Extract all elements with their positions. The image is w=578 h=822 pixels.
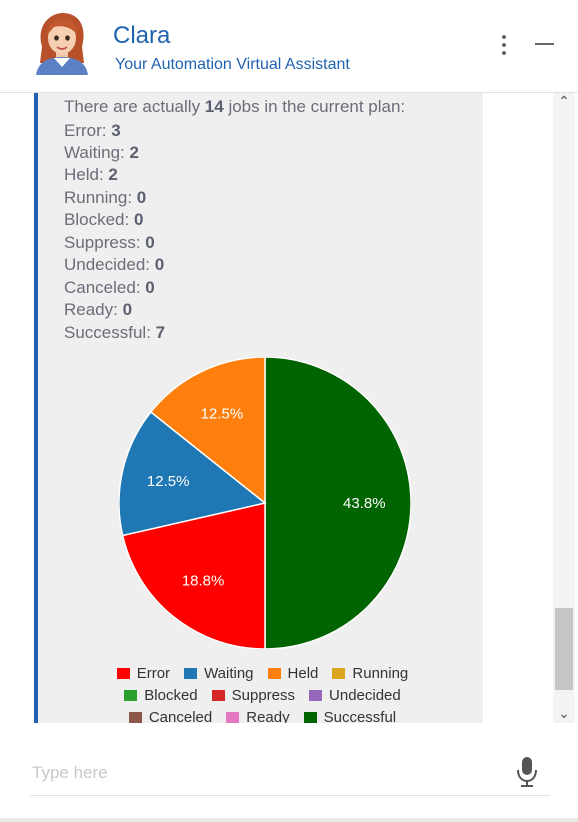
pie-slice-waiting [119,410,267,537]
legend-label: Canceled [148,709,213,723]
legend-item-held[interactable]: Held [267,665,319,682]
stat-label: Running: [64,188,137,207]
stat-label: Suppress: [64,233,146,252]
pie-slice-held [149,357,266,505]
chat-scrollbar[interactable]: ⌃ ⌄ [553,93,575,723]
stat-ready: Ready: 0 [64,299,132,321]
legend-item-successful[interactable]: Successful [303,709,397,723]
kebab-menu-icon[interactable] [496,32,512,58]
pie-label-successful: 43.8% [343,495,386,512]
legend-swatch [303,711,317,723]
stat-label: Error: [64,121,112,140]
legend-swatch [184,667,198,679]
stat-value: 0 [133,210,144,229]
legend-label: Successful [323,709,397,723]
legend-item-canceled[interactable]: Canceled [128,709,213,723]
stat-suppress: Suppress: 0 [64,232,155,254]
input-underline [30,795,550,796]
pie-label-held: 12.5% [201,406,244,423]
legend-swatch [226,711,240,723]
stat-value: 7 [155,323,166,342]
pie-label-waiting: 12.5% [147,473,190,490]
legend-swatch [309,689,323,701]
intro-prefix: There are actually [64,97,205,116]
legend-label: Suppress [231,687,296,704]
stat-waiting: Waiting: 2 [64,142,139,164]
pie-label-error: 18.8% [182,573,225,590]
job-summary-text: There are actually 14 jobs in the curren… [64,97,405,117]
chevron-up-icon[interactable]: ⌃ [558,93,570,109]
scroll-thumb[interactable] [555,608,573,690]
legend-item-undecided[interactable]: Undecided [309,687,401,704]
total-jobs-count: 14 [204,97,224,116]
legend-swatch [124,689,138,701]
stat-label: Held: [64,165,109,184]
stat-label: Undecided: [64,255,155,274]
legend-label: Ready [246,709,290,723]
stat-value: 2 [129,143,139,162]
message-input[interactable] [30,750,504,796]
window-bottom-edge [0,818,578,822]
assistant-subtitle: Your Automation Virtual Assistant [115,56,350,73]
chat-header: Clara Your Automation Virtual Assistant [0,0,578,93]
legend-item-error[interactable]: Error [116,665,171,682]
job-status-pie-chart: 43.8% 18.8% 12.5% 12.5% [119,357,411,649]
legend-label: Error [136,665,171,682]
pie-slice-error [121,502,266,649]
stat-label: Canceled: [64,278,146,297]
legend-item-suppress[interactable]: Suppress [211,687,296,704]
stat-value: 2 [108,165,118,184]
assistant-avatar [36,13,88,75]
assistant-name: Clara [113,22,171,49]
microphone-icon[interactable] [516,756,538,788]
stat-successful: Successful: 7 [64,322,165,344]
legend-row: Canceled Ready Successful [38,709,487,723]
stat-undecided: Undecided: 0 [64,254,164,276]
stat-value: 0 [145,278,155,297]
legend-item-waiting[interactable]: Waiting [184,665,254,682]
legend-row: Blocked Suppress Undecided [38,687,487,704]
legend-row: Error Waiting Held Running [38,665,487,682]
chevron-down-icon[interactable]: ⌄ [558,705,570,721]
legend-swatch [128,711,142,723]
legend-swatch [116,667,130,679]
stat-blocked: Blocked: 0 [64,209,143,231]
assistant-message: There are actually 14 jobs in the curren… [34,93,483,723]
legend-label: Held [287,665,319,682]
stat-label: Blocked: [64,210,134,229]
legend-swatch [332,667,346,679]
legend-label: Blocked [144,687,198,704]
stat-canceled: Canceled: 0 [64,277,155,299]
legend-label: Running [352,665,409,682]
stat-value: 3 [111,121,121,140]
legend-swatch [211,689,225,701]
stat-value: 0 [145,233,155,252]
intro-suffix: jobs in the current plan: [223,97,406,116]
chat-messages[interactable]: There are actually 14 jobs in the curren… [0,93,578,723]
stat-value: 0 [122,300,133,319]
legend-item-ready[interactable]: Ready [226,709,290,723]
stat-held: Held: 2 [64,164,118,186]
stat-label: Successful: [64,323,156,342]
pie-slice-successful [264,357,411,649]
message-composer [0,730,578,822]
legend-item-running[interactable]: Running [332,665,408,682]
legend-label: Undecided [329,687,401,704]
stat-value: 0 [136,188,147,207]
legend-item-blocked[interactable]: Blocked [124,687,198,704]
stat-error: Error: 3 [64,120,121,142]
legend-label: Waiting [204,665,254,682]
stat-value: 0 [154,255,165,274]
stat-running: Running: 0 [64,187,146,209]
stat-label: Waiting: [64,143,130,162]
legend-swatch [267,667,281,679]
minimize-icon[interactable] [535,34,555,54]
stat-label: Ready: [64,300,123,319]
